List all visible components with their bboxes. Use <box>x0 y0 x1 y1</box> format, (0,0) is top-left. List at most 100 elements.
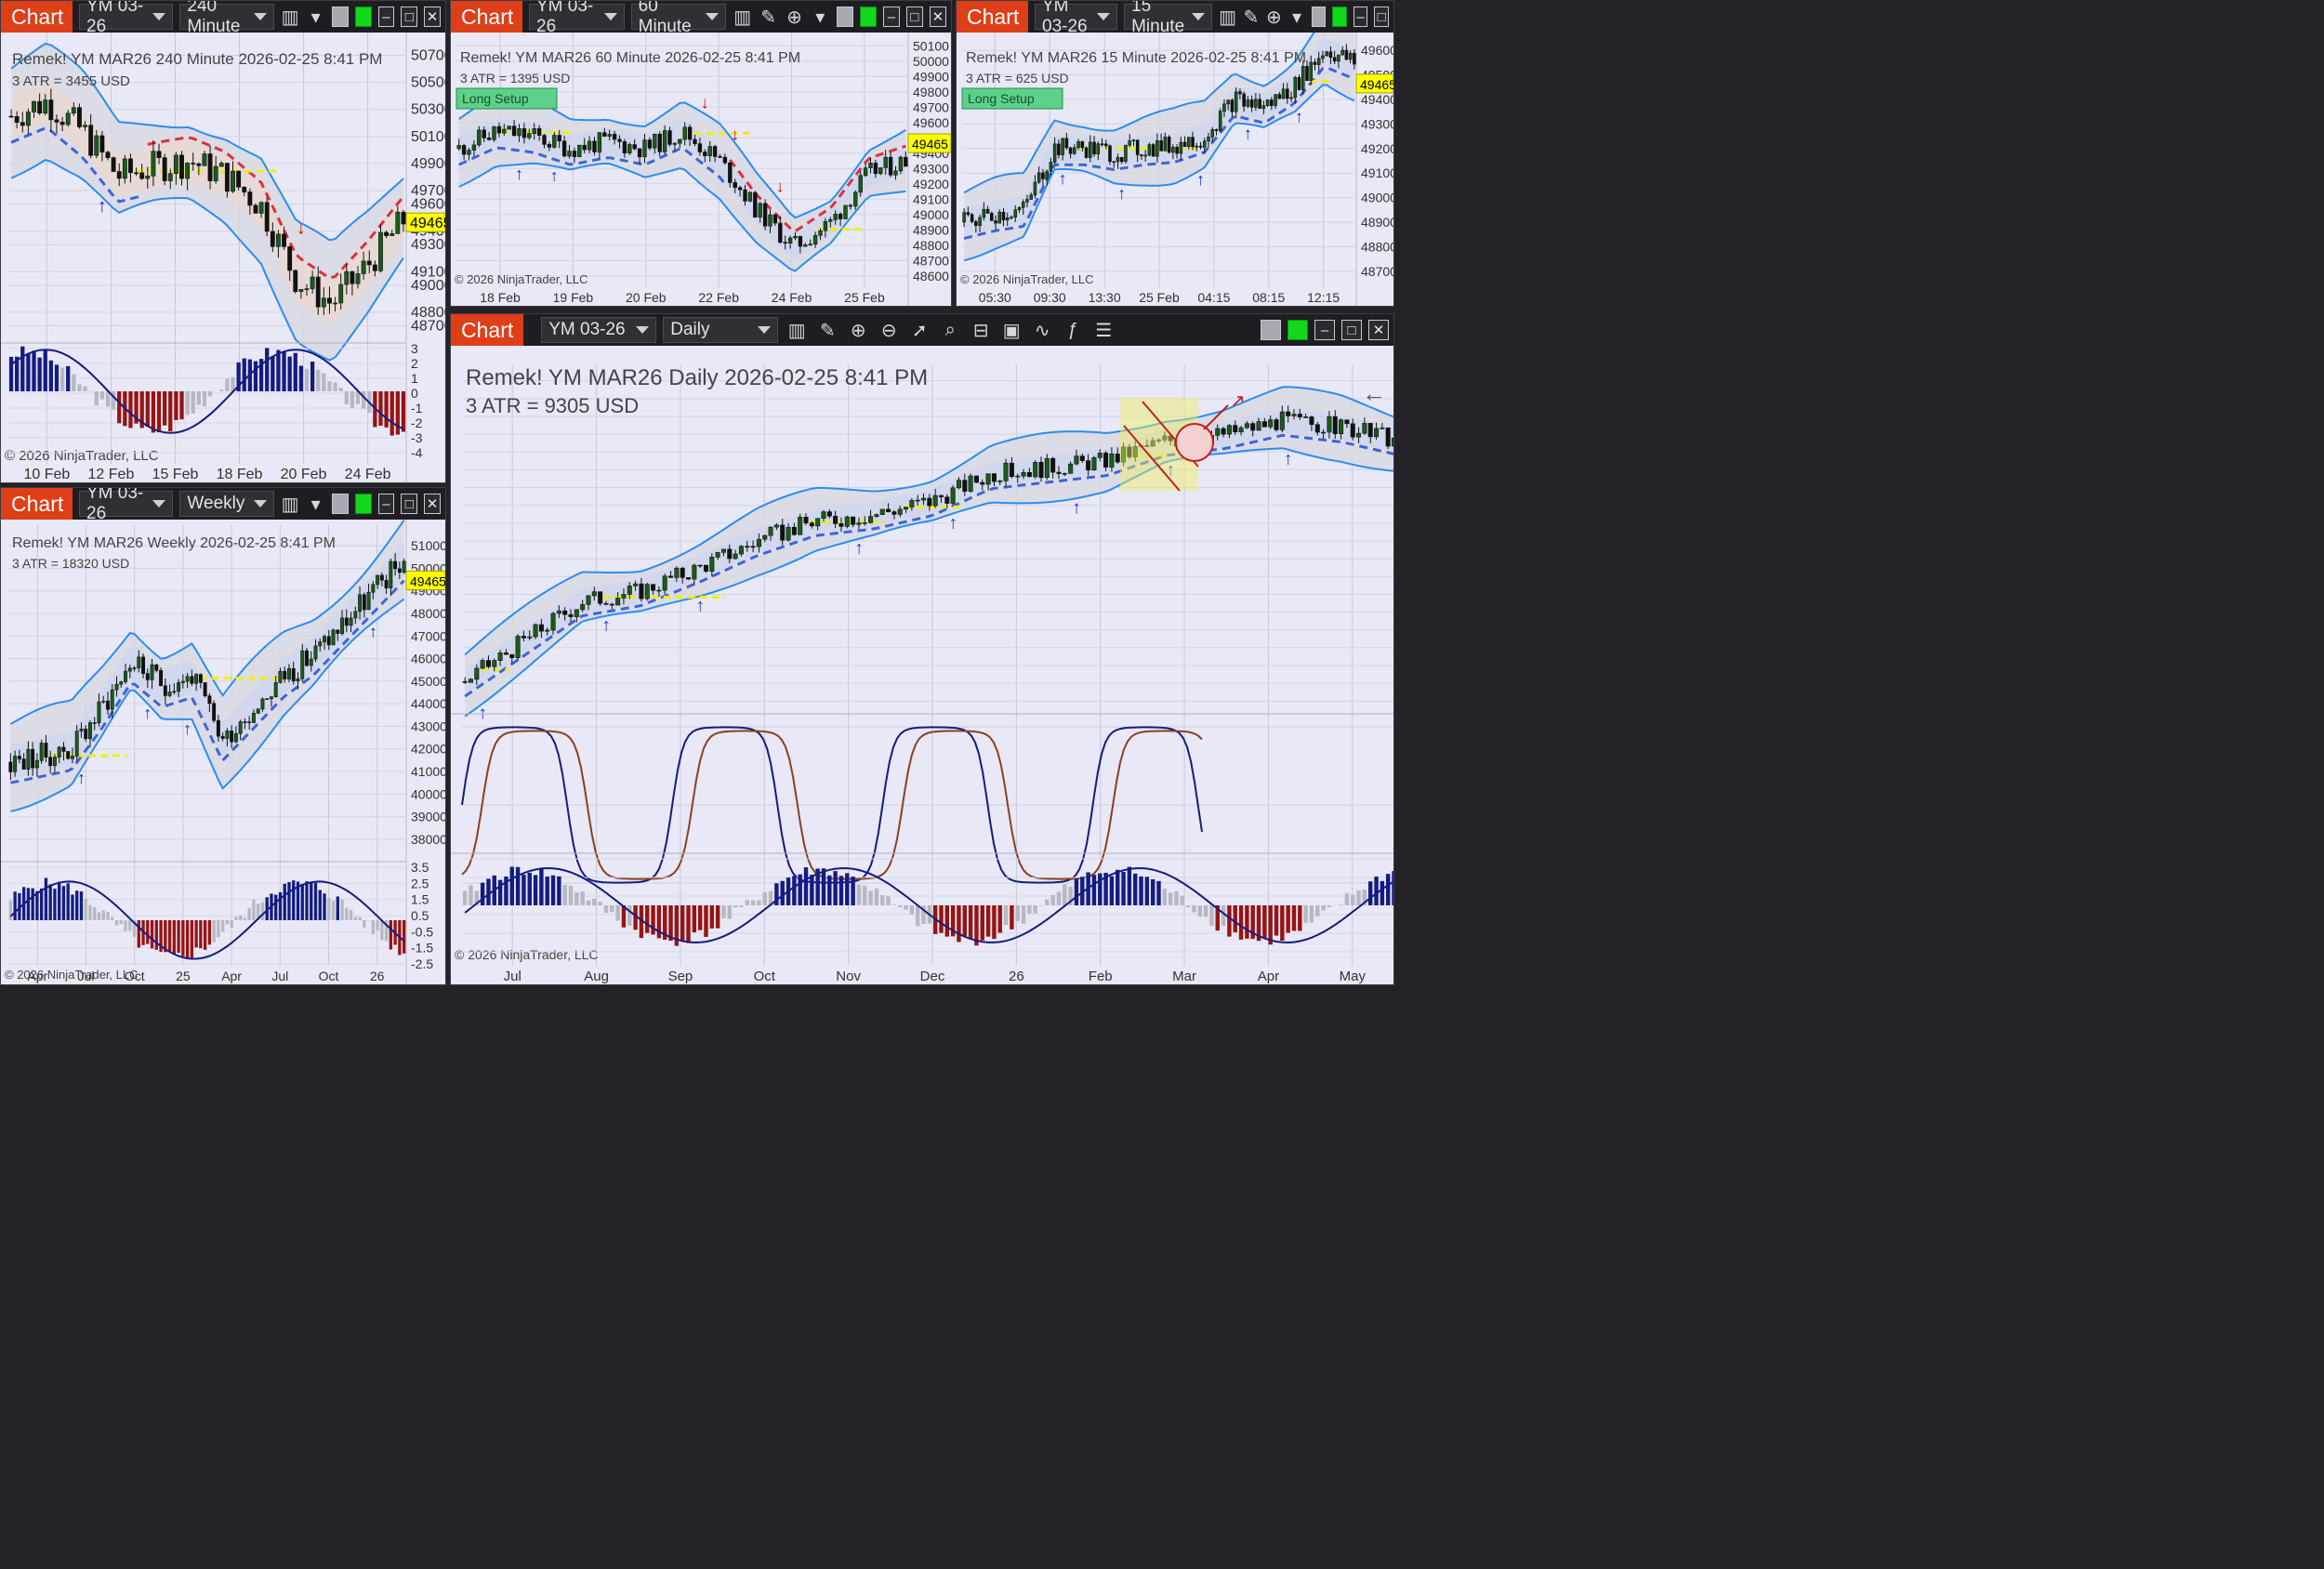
candle-body <box>1086 460 1091 470</box>
maximize-icon[interactable]: □ <box>401 494 418 514</box>
close-icon[interactable]: ✕ <box>1368 320 1389 340</box>
instrument-select[interactable]: YM 03-26 <box>1035 1 1118 36</box>
pointer-icon[interactable]: ➚ <box>911 320 928 341</box>
minimize-icon[interactable]: – <box>377 494 395 514</box>
chart-tab[interactable]: Chart <box>1 488 73 520</box>
chart-tab[interactable]: Chart <box>451 314 524 346</box>
histogram-bar <box>1168 892 1173 905</box>
bar-type-icon[interactable]: ▥ <box>1219 7 1237 28</box>
zoom-in-icon[interactable]: ⊕ <box>786 7 802 28</box>
y-tick-label: 48700 <box>1361 264 1394 279</box>
instrument-select[interactable]: YM 03-26 <box>79 1 174 36</box>
timeframe-select[interactable]: 15 Minute <box>1124 1 1213 36</box>
maximize-icon[interactable]: □ <box>401 7 418 27</box>
x-tick-label: 25 <box>176 969 191 983</box>
x-tick-label: Jul <box>271 969 288 983</box>
candle-body <box>647 139 653 149</box>
close-icon[interactable]: ✕ <box>424 7 441 27</box>
candle-body <box>791 526 797 535</box>
candle-body <box>580 604 586 611</box>
candle-body <box>282 233 286 247</box>
minimize-icon[interactable]: – <box>1314 320 1335 340</box>
chart-tab[interactable]: Chart <box>957 1 1028 33</box>
candle-body <box>680 567 685 578</box>
chart-tab[interactable]: Chart <box>451 1 522 33</box>
link-green-button[interactable] <box>354 7 372 27</box>
histogram-bar <box>185 391 190 415</box>
candle-body <box>1109 454 1115 468</box>
bar-type-icon[interactable]: ▥ <box>281 494 299 515</box>
link-green-button[interactable] <box>859 7 877 27</box>
link-green-button[interactable] <box>1287 320 1308 340</box>
candle-body <box>194 674 199 684</box>
draw-pencil-icon[interactable]: ✎ <box>760 7 776 28</box>
candle-body <box>1344 419 1350 425</box>
list-icon[interactable]: ☰ <box>1095 320 1113 341</box>
maximize-icon[interactable]: □ <box>1341 320 1362 340</box>
link-gray-button[interactable] <box>1261 320 1281 340</box>
x-tick-label: May <box>1340 969 1367 984</box>
instrument-select[interactable]: YM 03-26 <box>541 317 657 343</box>
chart-canvas-weekly[interactable]: Apr Jul Oct 25 Apr Jul Oct 26510005000049000480… <box>1 520 446 985</box>
draw-pencil-icon[interactable]: ✎ <box>1243 7 1260 28</box>
link-gray-button[interactable] <box>1311 7 1327 27</box>
maximize-icon[interactable]: □ <box>1374 7 1389 27</box>
strategies-icon[interactable]: ∿ <box>1034 320 1050 341</box>
bar-type-icon[interactable]: ▥ <box>733 7 752 28</box>
zoom-out-icon[interactable]: ⊖ <box>880 320 897 341</box>
candle-body <box>733 553 738 560</box>
chart-canvas-60[interactable]: 18 Feb 19 Feb 20 Feb 22 Feb 24 Feb 25 Feb 5010… <box>451 33 952 307</box>
dropdown-icon[interactable]: ▾ <box>815 7 825 28</box>
instrument-select[interactable]: YM 03-26 <box>529 1 625 36</box>
instrument-select[interactable]: YM 03-26 <box>79 488 174 523</box>
dropdown-icon[interactable]: ▾ <box>1292 7 1302 28</box>
bar-type-icon[interactable]: ▥ <box>787 320 806 341</box>
draw-pencil-icon[interactable]: ✎ <box>819 320 836 341</box>
link-gray-button[interactable] <box>331 494 349 514</box>
candle-body <box>838 523 844 527</box>
candle-body <box>105 152 111 158</box>
timeframe-select[interactable]: Weekly <box>179 491 274 517</box>
timeframe-select[interactable]: 60 Minute <box>630 1 727 36</box>
timeframe-select[interactable]: Daily <box>663 317 779 343</box>
link-gray-button[interactable] <box>836 7 853 27</box>
chart-canvas-daily[interactable]: JulAugSepOctNovDec26FebMarAprMay51000505… <box>451 346 1394 985</box>
zoom-in-icon[interactable]: ⊕ <box>1266 7 1282 28</box>
minimize-icon[interactable]: – <box>377 7 395 27</box>
data-box-icon[interactable]: ⌕ <box>944 319 956 340</box>
bar-type-icon[interactable]: ▥ <box>281 7 299 28</box>
close-icon[interactable]: ✕ <box>929 7 946 27</box>
candle-body <box>203 682 207 696</box>
candle-body <box>134 172 139 175</box>
candle-body <box>34 759 39 769</box>
histogram-bar <box>313 882 318 920</box>
atr-label: 3 ATR = 625 USD <box>966 71 1069 86</box>
link-green-button[interactable] <box>1332 7 1347 27</box>
link-gray-button[interactable] <box>331 7 349 27</box>
candle-body <box>1254 99 1258 108</box>
chart-tab[interactable]: Chart <box>1 1 73 33</box>
dropdown-icon[interactable]: ▾ <box>310 494 321 515</box>
maximize-icon[interactable]: □ <box>905 7 923 27</box>
minimize-icon[interactable]: – <box>1353 7 1368 27</box>
timeframe-select[interactable]: 240 Minute <box>179 1 274 36</box>
candle-body <box>238 721 243 734</box>
chart-canvas-240[interactable]: 10 Feb 12 Feb 15 Feb 18 Feb 20 Feb 24 Feb 5070… <box>1 33 446 483</box>
chart-canvas-15[interactable]: 05:30 09:30 13:30 25 Feb 04:15 08:15 12:15 4960… <box>957 33 1394 307</box>
candle-body <box>682 126 687 140</box>
chart-toolbar: Chart YM 03-26 Daily ▥ ✎ ⊕ ⊖ ➚ ⌕ ⊟ ▣ ∿ ƒ… <box>451 314 1393 346</box>
minimize-icon[interactable]: – <box>882 7 900 27</box>
candle-body <box>273 682 278 697</box>
link-green-button[interactable] <box>354 494 372 514</box>
histogram-bar <box>247 907 251 920</box>
properties-icon[interactable]: ⊟ <box>972 320 989 341</box>
candle-body <box>1337 54 1340 62</box>
histogram-bar <box>167 920 172 952</box>
indicators-icon[interactable]: ƒ <box>1067 319 1078 340</box>
y-tick-label: 48700 <box>913 253 949 268</box>
histogram-bar <box>358 916 362 920</box>
zoom-in-icon[interactable]: ⊕ <box>850 320 866 341</box>
snapshot-icon[interactable]: ▣ <box>1002 320 1021 341</box>
close-icon[interactable]: ✕ <box>424 494 441 514</box>
dropdown-icon[interactable]: ▾ <box>310 7 321 28</box>
